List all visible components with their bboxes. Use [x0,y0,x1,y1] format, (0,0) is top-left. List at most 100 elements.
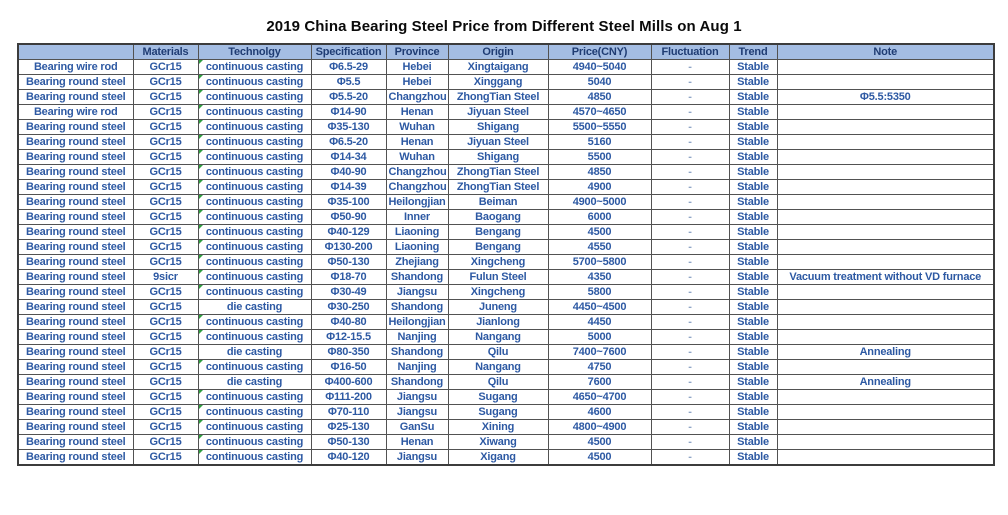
cell-fluctuation: - [650,314,730,330]
col-header-province: Province [385,43,449,60]
cell-origin: Fulun Steel [447,269,549,285]
cell-materials: GCr15 [132,284,199,300]
cell-fluctuation: - [650,104,730,120]
cell-fluctuation: - [650,434,730,450]
cell-product: Bearing round steel [17,434,134,450]
cell-specification: Φ14-90 [310,104,387,120]
cell-price: 5500 [547,149,652,165]
cell-price: 4940~5040 [547,59,652,75]
cell-specification: Φ12-15.5 [310,329,387,345]
table-row: Bearing round steel GCr15 continuous casti… [17,449,995,466]
excel-flag-icon [199,270,203,274]
cell-specification: Φ35-100 [310,194,387,210]
cell-province: Liaoning [385,224,449,240]
cell-trend: Stable [728,404,778,420]
cell-technology: continuous casting [197,104,312,120]
cell-technology: continuous casting [197,314,312,330]
table-row: Bearing round steel GCr15 continuous casti… [17,314,995,330]
cell-materials: GCr15 [132,134,199,150]
cell-price: 4850 [547,89,652,105]
cell-trend: Stable [728,434,778,450]
cell-fluctuation: - [650,149,730,165]
cell-specification: Φ130-200 [310,239,387,255]
cell-materials: GCr15 [132,344,199,360]
cell-fluctuation: - [650,404,730,420]
cell-origin: Xiwang [447,434,549,450]
cell-note [776,359,995,375]
table-row: Bearing round steel GCr15 continuous casti… [17,284,995,300]
cell-origin: Xigang [447,449,549,466]
cell-specification: Φ25-130 [310,419,387,435]
table-row: Bearing wire rod GCr15 continuous casting Φ… [17,59,995,75]
cell-price: 4550 [547,239,652,255]
cell-trend: Stable [728,89,778,105]
cell-product: Bearing round steel [17,254,134,270]
cell-trend: Stable [728,329,778,345]
table-row: Bearing round steel GCr15 die casting Φ30-2… [17,299,995,315]
cell-technology: continuous casting [197,89,312,105]
cell-price: 4500 [547,434,652,450]
cell-materials: GCr15 [132,59,199,75]
cell-origin: ZhongTian Steel [447,179,549,195]
excel-flag-icon [199,405,203,409]
table-row: Bearing round steel GCr15 die casting Φ400-… [17,374,995,390]
cell-trend: Stable [728,149,778,165]
cell-specification: Φ40-129 [310,224,387,240]
cell-note [776,149,995,165]
cell-product: Bearing round steel [17,194,134,210]
table-row: Bearing round steel GCr15 continuous casti… [17,179,995,195]
cell-product: Bearing round steel [17,164,134,180]
cell-product: Bearing round steel [17,269,134,285]
cell-materials: GCr15 [132,449,199,466]
cell-technology: continuous casting [197,434,312,450]
cell-materials: GCr15 [132,389,199,405]
cell-province: Shandong [385,344,449,360]
cell-technology: continuous casting [197,449,312,466]
cell-technology: die casting [197,344,312,360]
cell-fluctuation: - [650,419,730,435]
cell-product: Bearing round steel [17,284,134,300]
cell-note [776,59,995,75]
cell-specification: Φ80-350 [310,344,387,360]
cell-trend: Stable [728,104,778,120]
cell-price: 4500 [547,449,652,466]
table-row: Bearing round steel GCr15 continuous casti… [17,239,995,255]
cell-note [776,179,995,195]
cell-note: Annealing [776,374,995,390]
cell-materials: GCr15 [132,74,199,90]
cell-trend: Stable [728,344,778,360]
cell-province: Nanjing [385,329,449,345]
cell-note [776,134,995,150]
excel-flag-icon [199,150,203,154]
cell-materials: GCr15 [132,329,199,345]
cell-province: Shandong [385,374,449,390]
cell-specification: Φ50-130 [310,434,387,450]
cell-origin: Qilu [447,344,549,360]
cell-trend: Stable [728,179,778,195]
table-row: Bearing round steel GCr15 continuous casti… [17,119,995,135]
cell-trend: Stable [728,194,778,210]
cell-materials: 9sicr [132,269,199,285]
cell-product: Bearing round steel [17,419,134,435]
cell-province: Changzhou [385,179,449,195]
cell-product: Bearing wire rod [17,104,134,120]
cell-fluctuation: - [650,284,730,300]
table-row: Bearing round steel GCr15 continuous casti… [17,134,995,150]
col-header-materials: Materials [132,43,199,60]
cell-origin: Beiman [447,194,549,210]
cell-materials: GCr15 [132,434,199,450]
cell-materials: GCr15 [132,149,199,165]
cell-specification: Φ50-130 [310,254,387,270]
cell-technology: continuous casting [197,269,312,285]
cell-technology: continuous casting [197,419,312,435]
cell-trend: Stable [728,74,778,90]
cell-technology: continuous casting [197,164,312,180]
cell-product: Bearing round steel [17,389,134,405]
col-header-fluctuation: Fluctuation [650,43,730,60]
header-row: Materials Technolgy Specification Provin… [17,43,995,60]
cell-materials: GCr15 [132,194,199,210]
cell-origin: ZhongTian Steel [447,164,549,180]
cell-materials: GCr15 [132,119,199,135]
cell-price: 5040 [547,74,652,90]
cell-technology: continuous casting [197,224,312,240]
